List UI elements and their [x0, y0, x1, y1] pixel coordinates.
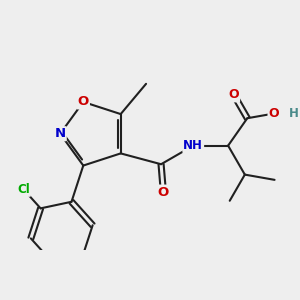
Text: O: O	[78, 95, 89, 108]
Text: N: N	[55, 127, 66, 140]
Text: Cl: Cl	[17, 183, 30, 196]
Text: O: O	[268, 107, 279, 120]
Text: NH: NH	[183, 139, 203, 152]
Text: O: O	[158, 186, 169, 199]
Text: H: H	[288, 107, 298, 120]
Text: O: O	[229, 88, 239, 101]
